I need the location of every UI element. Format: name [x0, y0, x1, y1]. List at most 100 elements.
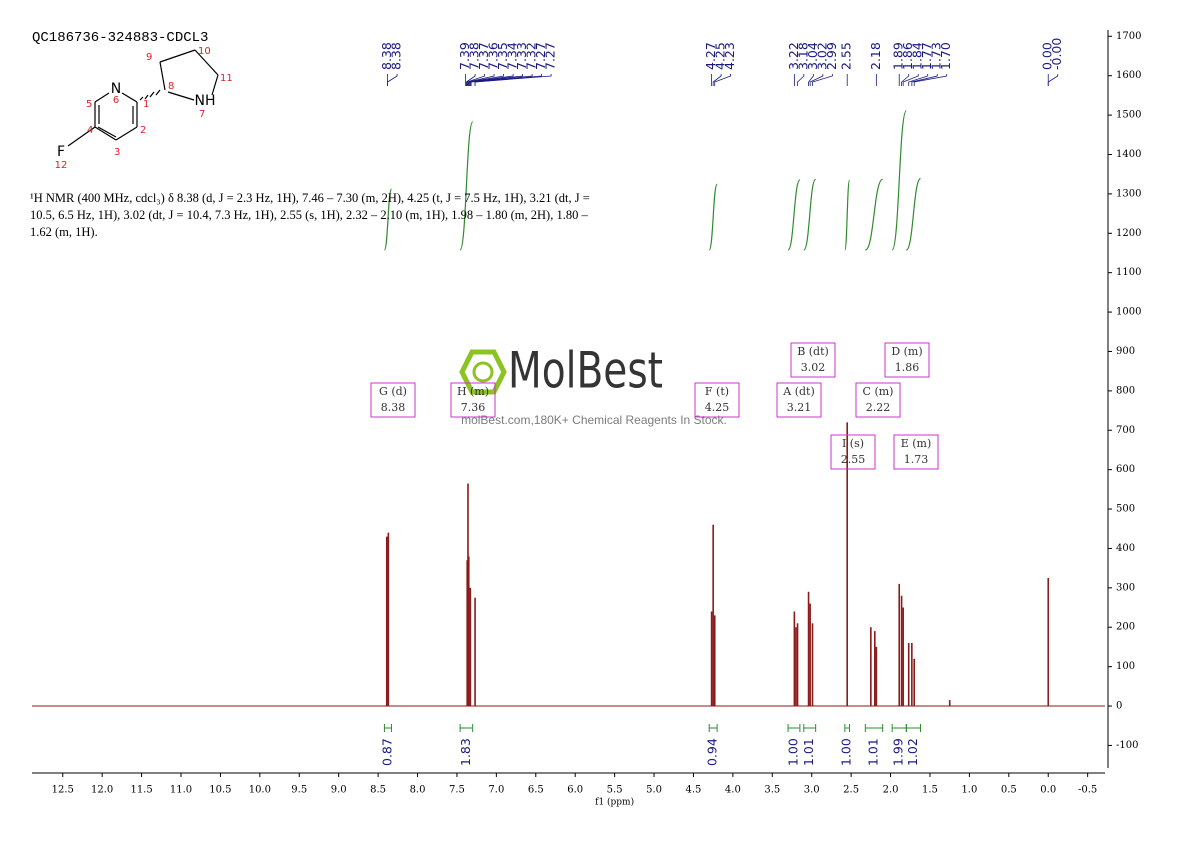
atom-number: 7 [199, 109, 205, 120]
integral-bracket [864, 724, 884, 732]
x-tick-label: 5.5 [607, 785, 623, 796]
x-tick-label: 8.0 [410, 785, 426, 796]
peak-connector [712, 74, 722, 86]
peak-label: 7.33 [514, 42, 529, 70]
integral-label: 1.00 [839, 738, 854, 766]
atom-number: 3 [114, 147, 120, 158]
multiplet-box [450, 382, 496, 418]
peak-label: 1.89 [891, 42, 906, 70]
peak-label: 7.35 [495, 42, 510, 70]
peak-connector [467, 74, 495, 86]
peak-connector [468, 74, 505, 86]
peak-label: 3.18 [795, 42, 810, 70]
peak-label: 7.37 [476, 42, 491, 70]
x-tick-label: 3.5 [764, 785, 780, 796]
atom-number: 2 [140, 125, 146, 136]
integral-curve [787, 179, 801, 251]
y-tick-label: 600 [1116, 464, 1135, 475]
peak-connector [908, 74, 929, 86]
peak-label: 8.38 [389, 42, 404, 70]
peak-label: 7.27 [543, 42, 558, 70]
peak-connector [913, 74, 948, 86]
y-tick-label: 1700 [1116, 31, 1141, 42]
nmr-description: ¹H NMR (400 MHz, cdcl₃) δ 8.38 (d, J = 2… [30, 191, 590, 239]
integral-curve [905, 178, 922, 251]
x-tick-label: 9.5 [291, 785, 307, 796]
peak-connector [469, 74, 514, 86]
integral-bracket [383, 724, 393, 732]
y-tick-label: 100 [1116, 661, 1135, 672]
structure [67, 49, 219, 147]
atom-number: 1 [143, 99, 149, 110]
integral-bracket [803, 724, 817, 732]
peak-label: 4.25 [713, 42, 728, 70]
integral-curve [844, 179, 851, 251]
multiplet-box [855, 382, 901, 418]
y-tick-label: 1100 [1116, 267, 1141, 278]
atom-number: 5 [86, 99, 92, 110]
peak-label: 1.77 [919, 42, 934, 70]
peak-label: 1.70 [938, 42, 953, 70]
y-tick-label: 400 [1116, 543, 1135, 554]
atom-number: 8 [168, 81, 174, 92]
x-tick-label: 5.0 [646, 785, 662, 796]
x-tick-label: 11.0 [170, 785, 192, 796]
multiplet-box [694, 382, 740, 418]
multiplet-name: A (dt) [782, 385, 815, 398]
x-tick-label: 8.5 [370, 785, 386, 796]
atom-number: 9 [146, 52, 152, 63]
integral-bracket [708, 724, 718, 732]
multiplet-name: C (m) [863, 385, 894, 398]
y-tick-label: 1500 [1116, 110, 1141, 121]
multiplet-name: G (d) [379, 385, 407, 398]
integral-label: 1.99 [891, 738, 906, 766]
integral-label: 1.01 [866, 738, 881, 766]
y-tick-label: 1300 [1116, 188, 1141, 199]
x-tick-label: 11.5 [130, 785, 152, 796]
peak-connector [387, 74, 398, 86]
x-tick-label: 6.0 [567, 785, 583, 796]
watermark: MolBest molBest.com,180K+ Chemical Reage… [459, 342, 727, 427]
y-tick-label: 1000 [1116, 307, 1141, 318]
multiplet-shift: 1.73 [904, 453, 929, 466]
multiplet-shift: 4.25 [705, 401, 730, 414]
x-tick-label: 12.0 [91, 785, 113, 796]
multiplet-box [776, 382, 822, 418]
y-tick-label: 500 [1116, 504, 1135, 515]
x-tick-label: -0.5 [1078, 785, 1097, 796]
peak-connector [812, 74, 833, 86]
peak-label: 2.99 [824, 42, 839, 70]
x-tick-label: 7.0 [488, 785, 504, 796]
integral-bracket [787, 724, 801, 732]
integral-curve [459, 121, 474, 251]
multiplet-name: B (dt) [797, 345, 829, 358]
watermark-caption: molBest.com,180K+ Chemical Reagents In S… [461, 413, 727, 427]
peak-label: 7.36 [486, 42, 501, 70]
peak-connector [470, 74, 533, 86]
peak-connector [714, 74, 731, 86]
peak-label: 4.27 [703, 42, 718, 70]
peak-label: 1.84 [910, 42, 925, 70]
peak-label: -0.00 [1049, 38, 1064, 70]
multiplet-shift: 3.21 [787, 401, 812, 414]
peak-label: 3.04 [805, 42, 820, 70]
multiplet-name: F (t) [705, 385, 729, 398]
integral-label: 0.94 [705, 738, 720, 766]
peak-label: 3.02 [814, 42, 829, 70]
integral-curve [708, 183, 718, 251]
atom-label: N [111, 81, 121, 97]
integral-bracket [459, 724, 474, 732]
peak-label: 7.38 [467, 42, 482, 70]
y-tick-label: 0 [1116, 701, 1122, 712]
y-tick-label: 700 [1116, 425, 1135, 436]
peak-label: 1.73 [929, 42, 944, 70]
y-tick-label: 900 [1116, 346, 1135, 357]
x-tick-label: 4.0 [725, 785, 741, 796]
integral-label: 0.87 [379, 738, 394, 766]
x-tick-label: 2.0 [883, 785, 899, 796]
peak-connector [911, 74, 938, 86]
atom-labels: N 6 1 5 4 2 3 F 12 8 9 10 11 NH 7 [55, 46, 233, 171]
x-tick-label: 1.5 [922, 785, 938, 796]
multiplet-box [370, 382, 416, 418]
